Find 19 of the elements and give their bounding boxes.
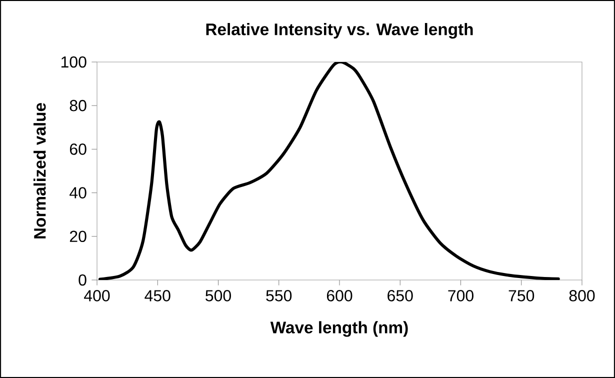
y-axis-title: Normalized value (34, 103, 46, 238)
y-tick-label: 80 (70, 100, 86, 112)
y-tick-label: 20 (70, 230, 86, 242)
x-tick-label: 800 (569, 290, 595, 302)
x-tick-label: 500 (206, 290, 231, 302)
line-series (98, 62, 560, 280)
y-tick-label: 60 (70, 144, 86, 155)
x-tick-label: 550 (266, 290, 292, 302)
x-tick-label: 400 (84, 290, 110, 302)
x-axis-title: Wave length (nm) (270, 321, 408, 337)
y-tick-label: 40 (70, 187, 86, 198)
chart-title: Relative Intensity vs. Wave length (206, 23, 473, 39)
x-tick-label: 650 (388, 290, 413, 302)
x-tick-label: 700 (448, 290, 474, 302)
x-tick-label: 450 (144, 290, 170, 302)
y-tick-label: 0 (78, 274, 86, 286)
x-tick-label: 600 (326, 290, 352, 302)
y-tick-label: 100 (61, 56, 86, 68)
x-tick-label: 750 (508, 290, 534, 302)
